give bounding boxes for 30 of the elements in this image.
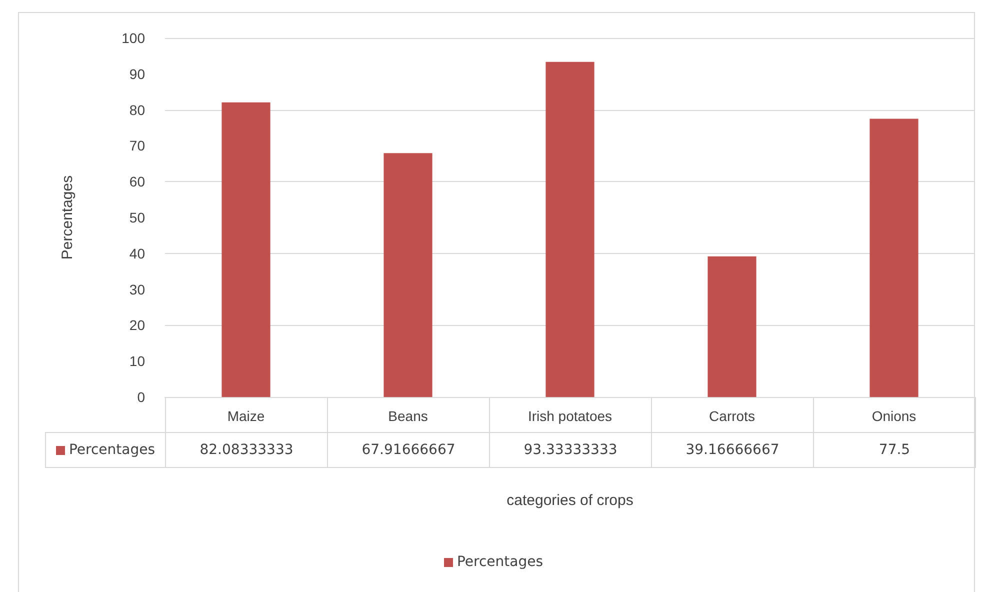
y-tick-label: 70 bbox=[129, 138, 146, 154]
x-tick-label: Irish potatoes bbox=[528, 408, 612, 424]
y-tick-label: 50 bbox=[129, 210, 146, 226]
data-label: 39.16666667 bbox=[686, 442, 780, 458]
y-tick-label: 30 bbox=[129, 281, 146, 298]
bar bbox=[870, 118, 918, 397]
y-tick-label: 60 bbox=[129, 174, 146, 190]
text: Percentages bbox=[456, 554, 544, 570]
x-tick-label: Beans bbox=[388, 408, 428, 424]
bar bbox=[708, 256, 756, 397]
x-tick-label: Maize bbox=[227, 408, 265, 424]
bar bbox=[222, 102, 270, 397]
y-tick-label: 80 bbox=[129, 102, 146, 118]
x-tick-label: Carrots bbox=[709, 408, 755, 424]
data-label: 77.5 bbox=[878, 442, 910, 458]
y-tick-label: 0 bbox=[137, 389, 146, 405]
y-tick-label: 10 bbox=[129, 353, 146, 370]
x-tick-label: Onions bbox=[872, 408, 916, 424]
data-label: 93.33333333 bbox=[524, 442, 618, 458]
data-label: 82.08333333 bbox=[200, 442, 294, 458]
data-label: 67.91666667 bbox=[362, 442, 456, 458]
x-axis-title: categories of crops bbox=[506, 492, 634, 509]
y-tick-label: 90 bbox=[129, 66, 146, 82]
bar bbox=[546, 62, 594, 397]
y-axis-title: Percentages bbox=[59, 175, 76, 260]
y-tick-label: 20 bbox=[129, 317, 146, 334]
bar bbox=[384, 153, 432, 397]
legend-label: Percentages bbox=[68, 442, 156, 458]
y-tick-label: 40 bbox=[129, 245, 146, 262]
y-tick-label: 100 bbox=[122, 30, 146, 46]
